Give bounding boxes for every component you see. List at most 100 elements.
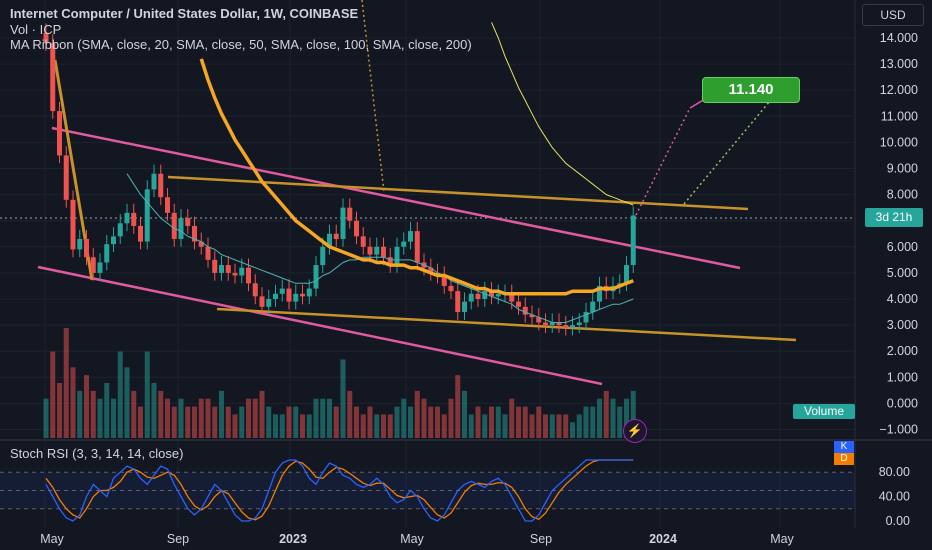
candle [84,238,89,258]
volume-bar [381,414,386,438]
candle [178,218,184,239]
candle [266,299,272,307]
candle [367,246,373,255]
volume-bar [158,390,164,438]
stoch-rsi-pane [0,459,855,522]
upper-channel-line [51,126,741,270]
volume-bar [597,398,602,438]
volume-bar [441,414,447,438]
candle [205,246,211,260]
volume-bar [273,414,278,438]
y-tick-label: −1.000 [879,423,918,437]
volume-bar [171,406,177,438]
volume-bar [138,406,143,438]
candle [340,207,346,239]
candle [286,288,292,302]
volume-bar [563,414,569,438]
volume-bar [374,414,380,438]
candle [543,322,548,326]
candle [313,265,319,289]
y-tick-label: 10.000 [880,135,918,149]
ma-ribbon-legend[interactable]: MA Ribbon (SMA, close, 20, SMA, close, 5… [10,37,472,52]
candle [428,267,434,273]
volume-bar [495,406,501,438]
volume-legend[interactable]: Vol · ICP [10,22,62,37]
volume-bar [43,398,49,438]
volume-bar [97,398,103,438]
volume-bar [246,398,251,438]
x-tick-label: 2024 [649,532,677,546]
stoch-k-tag: K [834,441,854,453]
candle [57,111,62,156]
stoch-k-line [45,459,634,522]
volume-bar [144,351,150,438]
candle [462,301,467,313]
candle [536,317,542,323]
volume-bar [205,398,211,438]
candle [77,238,83,250]
candle [408,231,413,242]
volume-bar [225,406,231,438]
candle [401,241,407,247]
y-tick-label: 9.000 [887,162,918,176]
candle [360,236,366,247]
candle [219,265,224,273]
candle [306,288,312,297]
candle [300,293,305,297]
candle [468,293,474,302]
candle [529,314,535,318]
volume-bar [482,414,488,438]
stoch-tick-label: 0.00 [886,514,910,528]
stoch-d-tag: D [834,453,854,465]
volume-bar [489,406,494,438]
y-tick-label: 4.000 [887,292,918,306]
x-tick-label: May [770,532,794,546]
currency-selector[interactable]: USD [862,4,924,26]
sma50-line [199,58,634,296]
volume-bar [421,398,427,438]
stoch-tick-label: 80.00 [879,465,910,479]
volume-bar [549,414,555,438]
volume-bar [333,406,339,438]
volume-bar [516,406,521,438]
candle [394,246,400,266]
candle [43,32,49,44]
candle [97,262,103,273]
lightning-icon[interactable]: ⚡ [623,419,647,443]
y-tick-label: 6.000 [887,240,918,254]
projection-gold [361,0,385,193]
candle [212,259,218,273]
stoch-rsi-legend[interactable]: Stoch RSI (3, 3, 14, 14, close) [10,446,184,461]
candle [192,225,197,242]
candle [90,257,96,273]
volume-bars [43,328,636,438]
volume-bar [50,351,56,438]
candle [198,241,204,247]
volume-bar [583,406,589,438]
volume-bar [57,383,62,438]
lower-channel-line [37,265,603,386]
volume-bar [462,390,467,438]
candle [151,173,157,190]
candle [273,293,278,299]
volume-bar [279,414,285,438]
volume-bar [435,406,440,438]
volume-bar [354,406,359,438]
volume-bar [455,375,461,438]
y-tick-label: 12.000 [880,83,918,97]
time-axis[interactable]: May Sep 2023 May Sep 2024 May [40,532,794,546]
volume-bar [394,406,400,438]
volume-bar [239,406,245,438]
volume-bar [576,414,582,438]
candle [293,293,299,302]
candle [482,291,488,299]
sma200-line [491,22,634,206]
candle [138,225,143,242]
candle [374,246,380,255]
target-price-label[interactable]: 11.140 [702,77,800,103]
candle [516,301,521,307]
support-line [216,307,797,342]
candle [327,233,332,247]
volume-bar [590,406,596,438]
volume-bar [185,406,191,438]
